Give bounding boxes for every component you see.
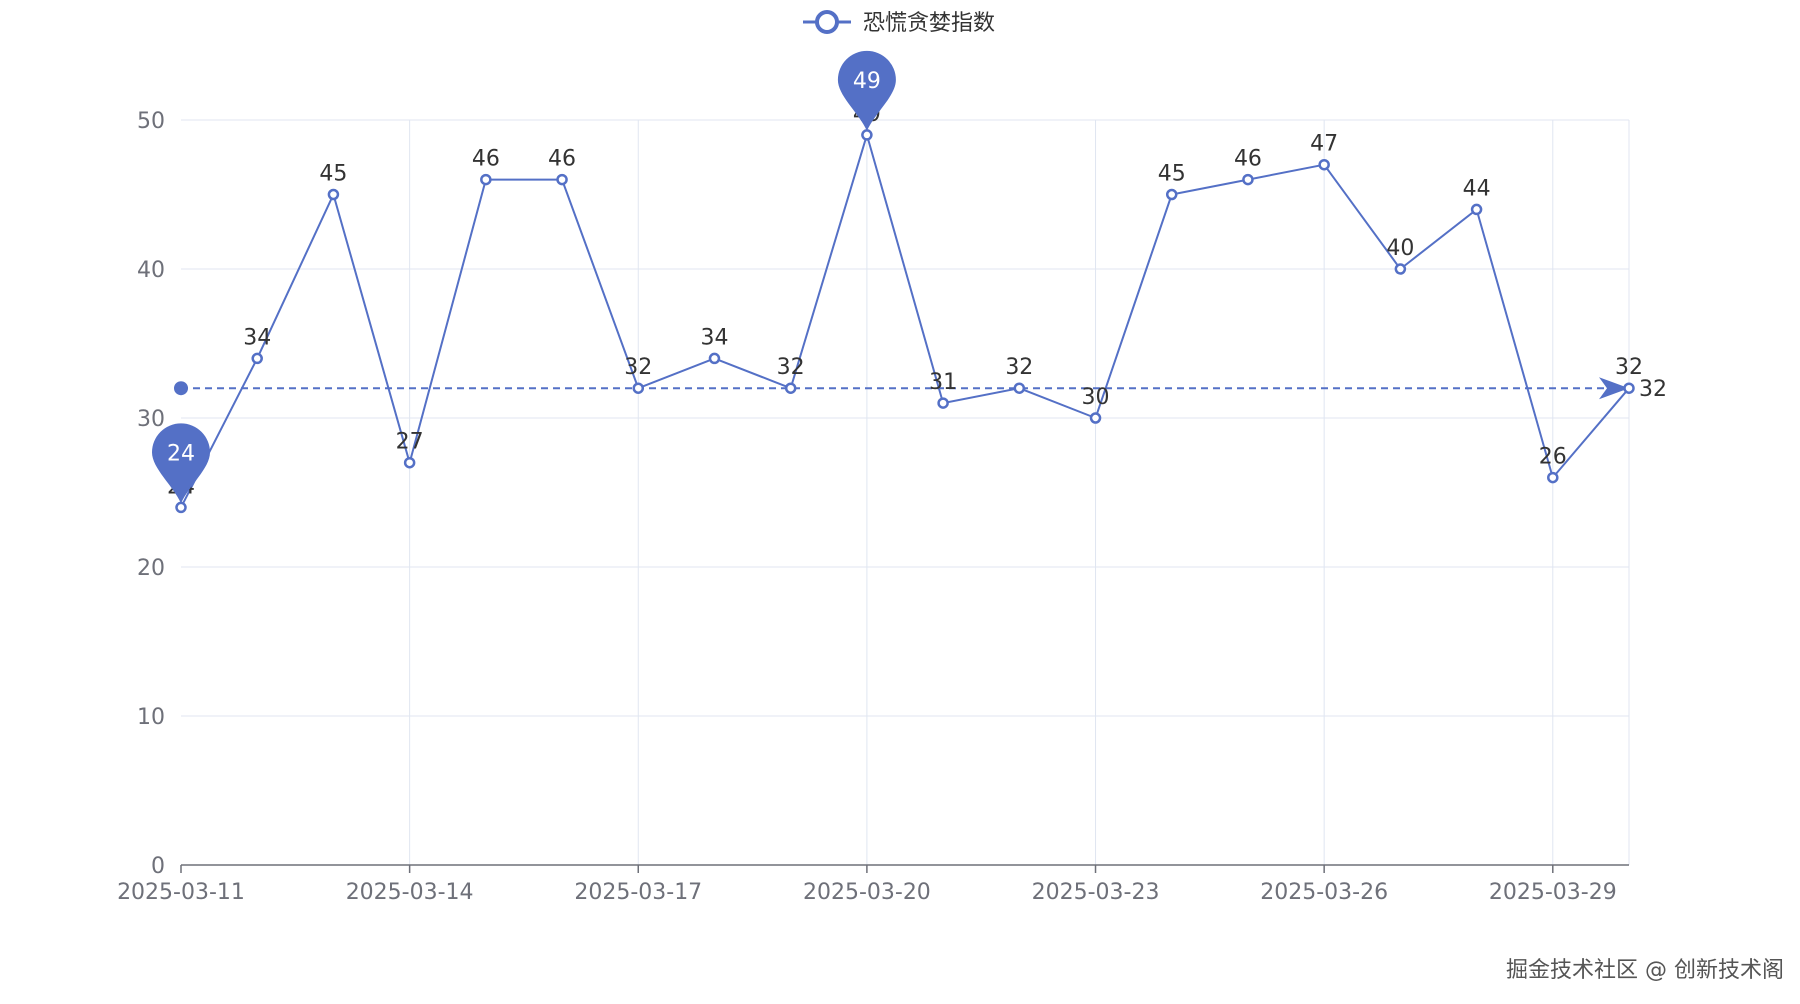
data-label: 47 [1310,132,1338,157]
data-point [1165,188,1178,201]
mark-point-layer: 49 24 [152,50,896,504]
legend[interactable]: 恐慌贪婪指数 [803,10,995,36]
data-point [175,501,187,514]
data-label: 44 [1463,176,1491,201]
series-line [180,131,1630,508]
mark-line-label: 32 [1639,377,1667,402]
x-tick-label: 2025-03-17 [574,880,702,905]
y-tick-label: 40 [137,258,165,283]
data-label: 46 [548,147,576,172]
grid-layer [181,119,1630,865]
data-point [480,173,492,186]
data-label: 46 [1234,147,1262,172]
data-label: 46 [472,147,500,172]
x-tick-label: 2025-03-20 [803,880,931,905]
average-mark-line: 32 [174,377,1667,402]
y-tick-label: 20 [137,556,165,581]
data-label: 30 [1082,385,1110,410]
data-point [1470,203,1483,216]
data-label: 45 [1158,162,1186,187]
data-point [861,129,873,141]
data-label: 34 [243,325,271,350]
data-point [403,456,416,469]
pin-label: 24 [167,441,195,466]
data-point [556,173,568,186]
data-label: 34 [700,325,728,350]
x-tick-label: 2025-03-29 [1489,880,1617,905]
pin-label: 49 [853,69,881,94]
data-point [632,382,645,394]
data-label: 32 [1615,355,1643,380]
mark-point-max-pin: 49 [837,50,896,131]
x-tick-label: 2025-03-11 [117,880,245,905]
data-point [1623,382,1635,394]
data-label: 32 [777,355,805,380]
data-label: 31 [929,370,957,395]
data-label: 32 [1005,355,1033,380]
x-tick-label: 2025-03-23 [1032,880,1160,905]
data-point [1013,382,1026,394]
data-label: 40 [1386,236,1414,261]
mark-point-min-pin: 24 [152,423,210,504]
y-tick-label: 30 [137,407,165,432]
data-point [1089,412,1102,424]
data-point [937,397,949,409]
data-label: 26 [1539,445,1567,470]
data-label: 27 [396,430,424,455]
data-point [1242,173,1254,186]
mark-line-arrow-icon [1599,377,1629,400]
data-label-layer: 2434452746463234324931323045464740442632 [167,102,1643,499]
x-tick-label: 2025-03-14 [346,880,474,905]
pin-marker-icon [152,423,210,504]
x-tick-label: 2025-03-26 [1260,880,1388,905]
watermark: 掘金技术社区 @ 创新技术阁 [1506,958,1784,983]
pin-marker-icon [837,50,896,131]
data-label: 45 [319,162,347,187]
data-point [1318,158,1330,171]
data-point [1394,263,1407,275]
data-point [327,188,340,201]
axis-layer: 0 10 20 30 40 50 2025-03-11 2025-03-14 2025-03-1… [117,109,1629,905]
data-point [251,352,263,365]
legend-circle-icon [815,10,839,34]
data-point [708,352,721,365]
legend-label: 恐慌贪婪指数 [863,11,995,36]
data-point [1547,471,1559,484]
data-point [784,382,797,394]
series-layer [175,129,1635,514]
y-tick-label: 50 [137,109,165,134]
y-tick-label: 0 [151,854,165,879]
y-tick-label: 10 [137,705,165,730]
data-label: 32 [624,355,652,380]
